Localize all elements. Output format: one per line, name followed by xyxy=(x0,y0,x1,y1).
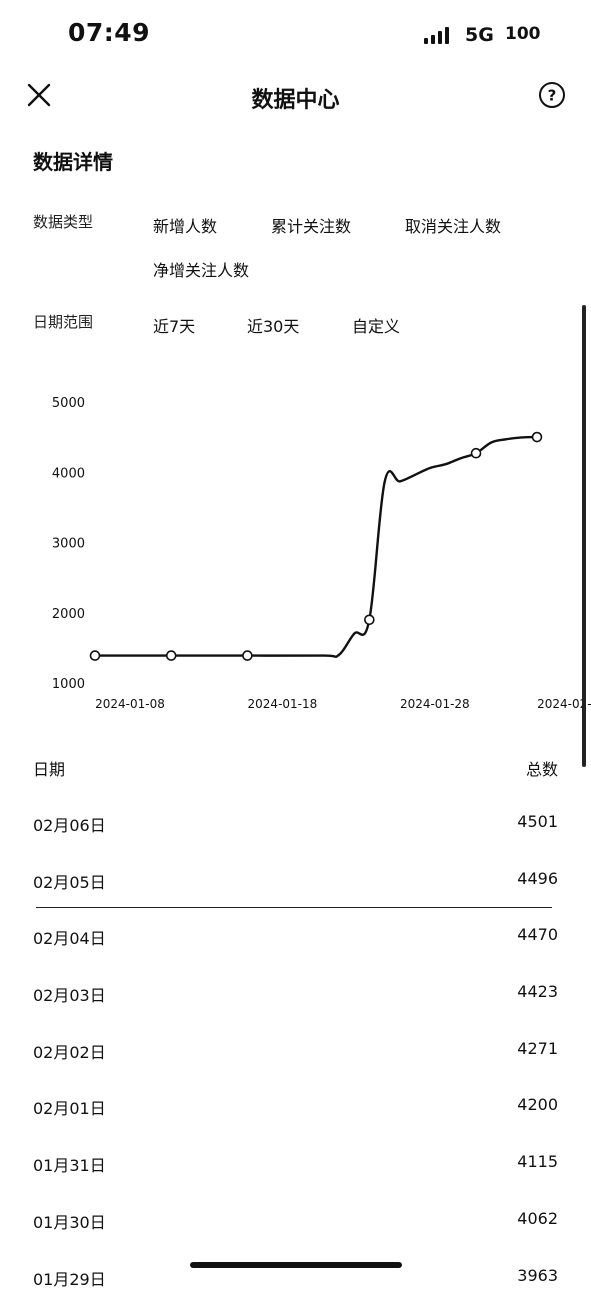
data-type-label: 数据类型 xyxy=(33,211,93,232)
x-tick-label: 2024-01-18 xyxy=(248,697,318,711)
date-range-option-custom[interactable]: 自定义 xyxy=(352,313,400,337)
table-row: 01月31日 4115 xyxy=(0,1135,591,1192)
data-type-option-cumulative[interactable]: 累计关注数 xyxy=(271,213,351,237)
status-time: 07:49 xyxy=(68,18,150,47)
data-point xyxy=(533,433,542,442)
home-indicator[interactable] xyxy=(190,1262,402,1268)
row-date: 01月31日 xyxy=(33,1152,106,1176)
data-type-option-net[interactable]: 净增关注人数 xyxy=(153,257,249,281)
y-tick-label: 2000 xyxy=(52,607,85,622)
line-chart: 5000 4000 3000 2000 1000 2024-01-08 2024-01-18… xyxy=(0,380,591,720)
column-header-total: 总数 xyxy=(526,756,558,780)
table-row: 02月05日 4496 xyxy=(0,852,591,909)
column-header-date: 日期 xyxy=(33,756,65,780)
row-total: 4271 xyxy=(517,1039,558,1058)
table-row: 02月03日 4423 xyxy=(0,965,591,1022)
data-table: 02月06日 4501 02月05日 4496 02月04日 4470 02月03日 4… xyxy=(0,795,591,1305)
row-total: 4062 xyxy=(517,1209,558,1228)
data-point xyxy=(167,651,176,660)
battery-level: 100 xyxy=(505,24,541,44)
data-point xyxy=(243,651,252,660)
series-line xyxy=(95,437,537,657)
row-total: 3963 xyxy=(517,1266,558,1285)
page-title: 数据中心 xyxy=(0,82,591,114)
x-tick-label: 2024-01-28 xyxy=(400,697,470,711)
row-date: 02月01日 xyxy=(33,1095,106,1119)
row-date: 02月02日 xyxy=(33,1039,106,1063)
row-date: 01月30日 xyxy=(33,1209,106,1233)
row-total: 4200 xyxy=(517,1095,558,1114)
section-title: 数据详情 xyxy=(33,146,113,175)
table-header: 日期 总数 xyxy=(0,752,591,782)
y-tick-label: 5000 xyxy=(52,396,85,411)
row-total: 4496 xyxy=(517,869,558,888)
table-row: 02月01日 4200 xyxy=(0,1078,591,1135)
data-type-option-new[interactable]: 新增人数 xyxy=(153,213,217,237)
nav-bar: 数据中心 ? xyxy=(0,70,591,124)
y-tick-label: 3000 xyxy=(52,537,85,552)
y-tick-label: 1000 xyxy=(52,677,85,692)
help-button[interactable]: ? xyxy=(538,81,566,109)
row-divider xyxy=(36,907,552,908)
row-date: 01月29日 xyxy=(33,1266,106,1290)
row-total: 4115 xyxy=(517,1152,558,1171)
data-point xyxy=(365,615,374,624)
row-date: 02月04日 xyxy=(33,925,106,949)
data-type-option-unfollow[interactable]: 取消关注人数 xyxy=(405,213,501,237)
row-date: 02月03日 xyxy=(33,982,106,1006)
help-icon: ? xyxy=(538,81,566,109)
scrollbar[interactable] xyxy=(582,305,586,767)
status-bar: 07:49 5G 100 xyxy=(0,0,591,70)
x-tick-label: 2024-01-08 xyxy=(95,697,165,711)
date-range-option-7d[interactable]: 近7天 xyxy=(153,313,195,337)
signal-icon xyxy=(424,26,449,44)
table-row: 02月02日 4271 xyxy=(0,1022,591,1079)
y-tick-label: 4000 xyxy=(52,466,85,481)
table-row: 02月06日 4501 xyxy=(0,795,591,852)
data-point xyxy=(472,449,481,458)
table-row: 01月29日 3963 xyxy=(0,1249,591,1305)
row-total: 4470 xyxy=(517,925,558,944)
row-date: 02月06日 xyxy=(33,812,106,836)
row-total: 4501 xyxy=(517,812,558,831)
network-type: 5G xyxy=(465,24,494,46)
line-chart-svg: 5000 4000 3000 2000 1000 2024-01-08 2024-01-18… xyxy=(0,380,591,720)
row-total: 4423 xyxy=(517,982,558,1001)
date-range-option-30d[interactable]: 近30天 xyxy=(247,313,299,337)
data-point xyxy=(91,651,100,660)
date-range-label: 日期范围 xyxy=(33,311,93,332)
svg-text:?: ? xyxy=(548,87,557,105)
row-date: 02月05日 xyxy=(33,869,106,893)
table-row: 02月04日 4470 xyxy=(0,908,591,965)
table-row: 01月30日 4062 xyxy=(0,1192,591,1249)
